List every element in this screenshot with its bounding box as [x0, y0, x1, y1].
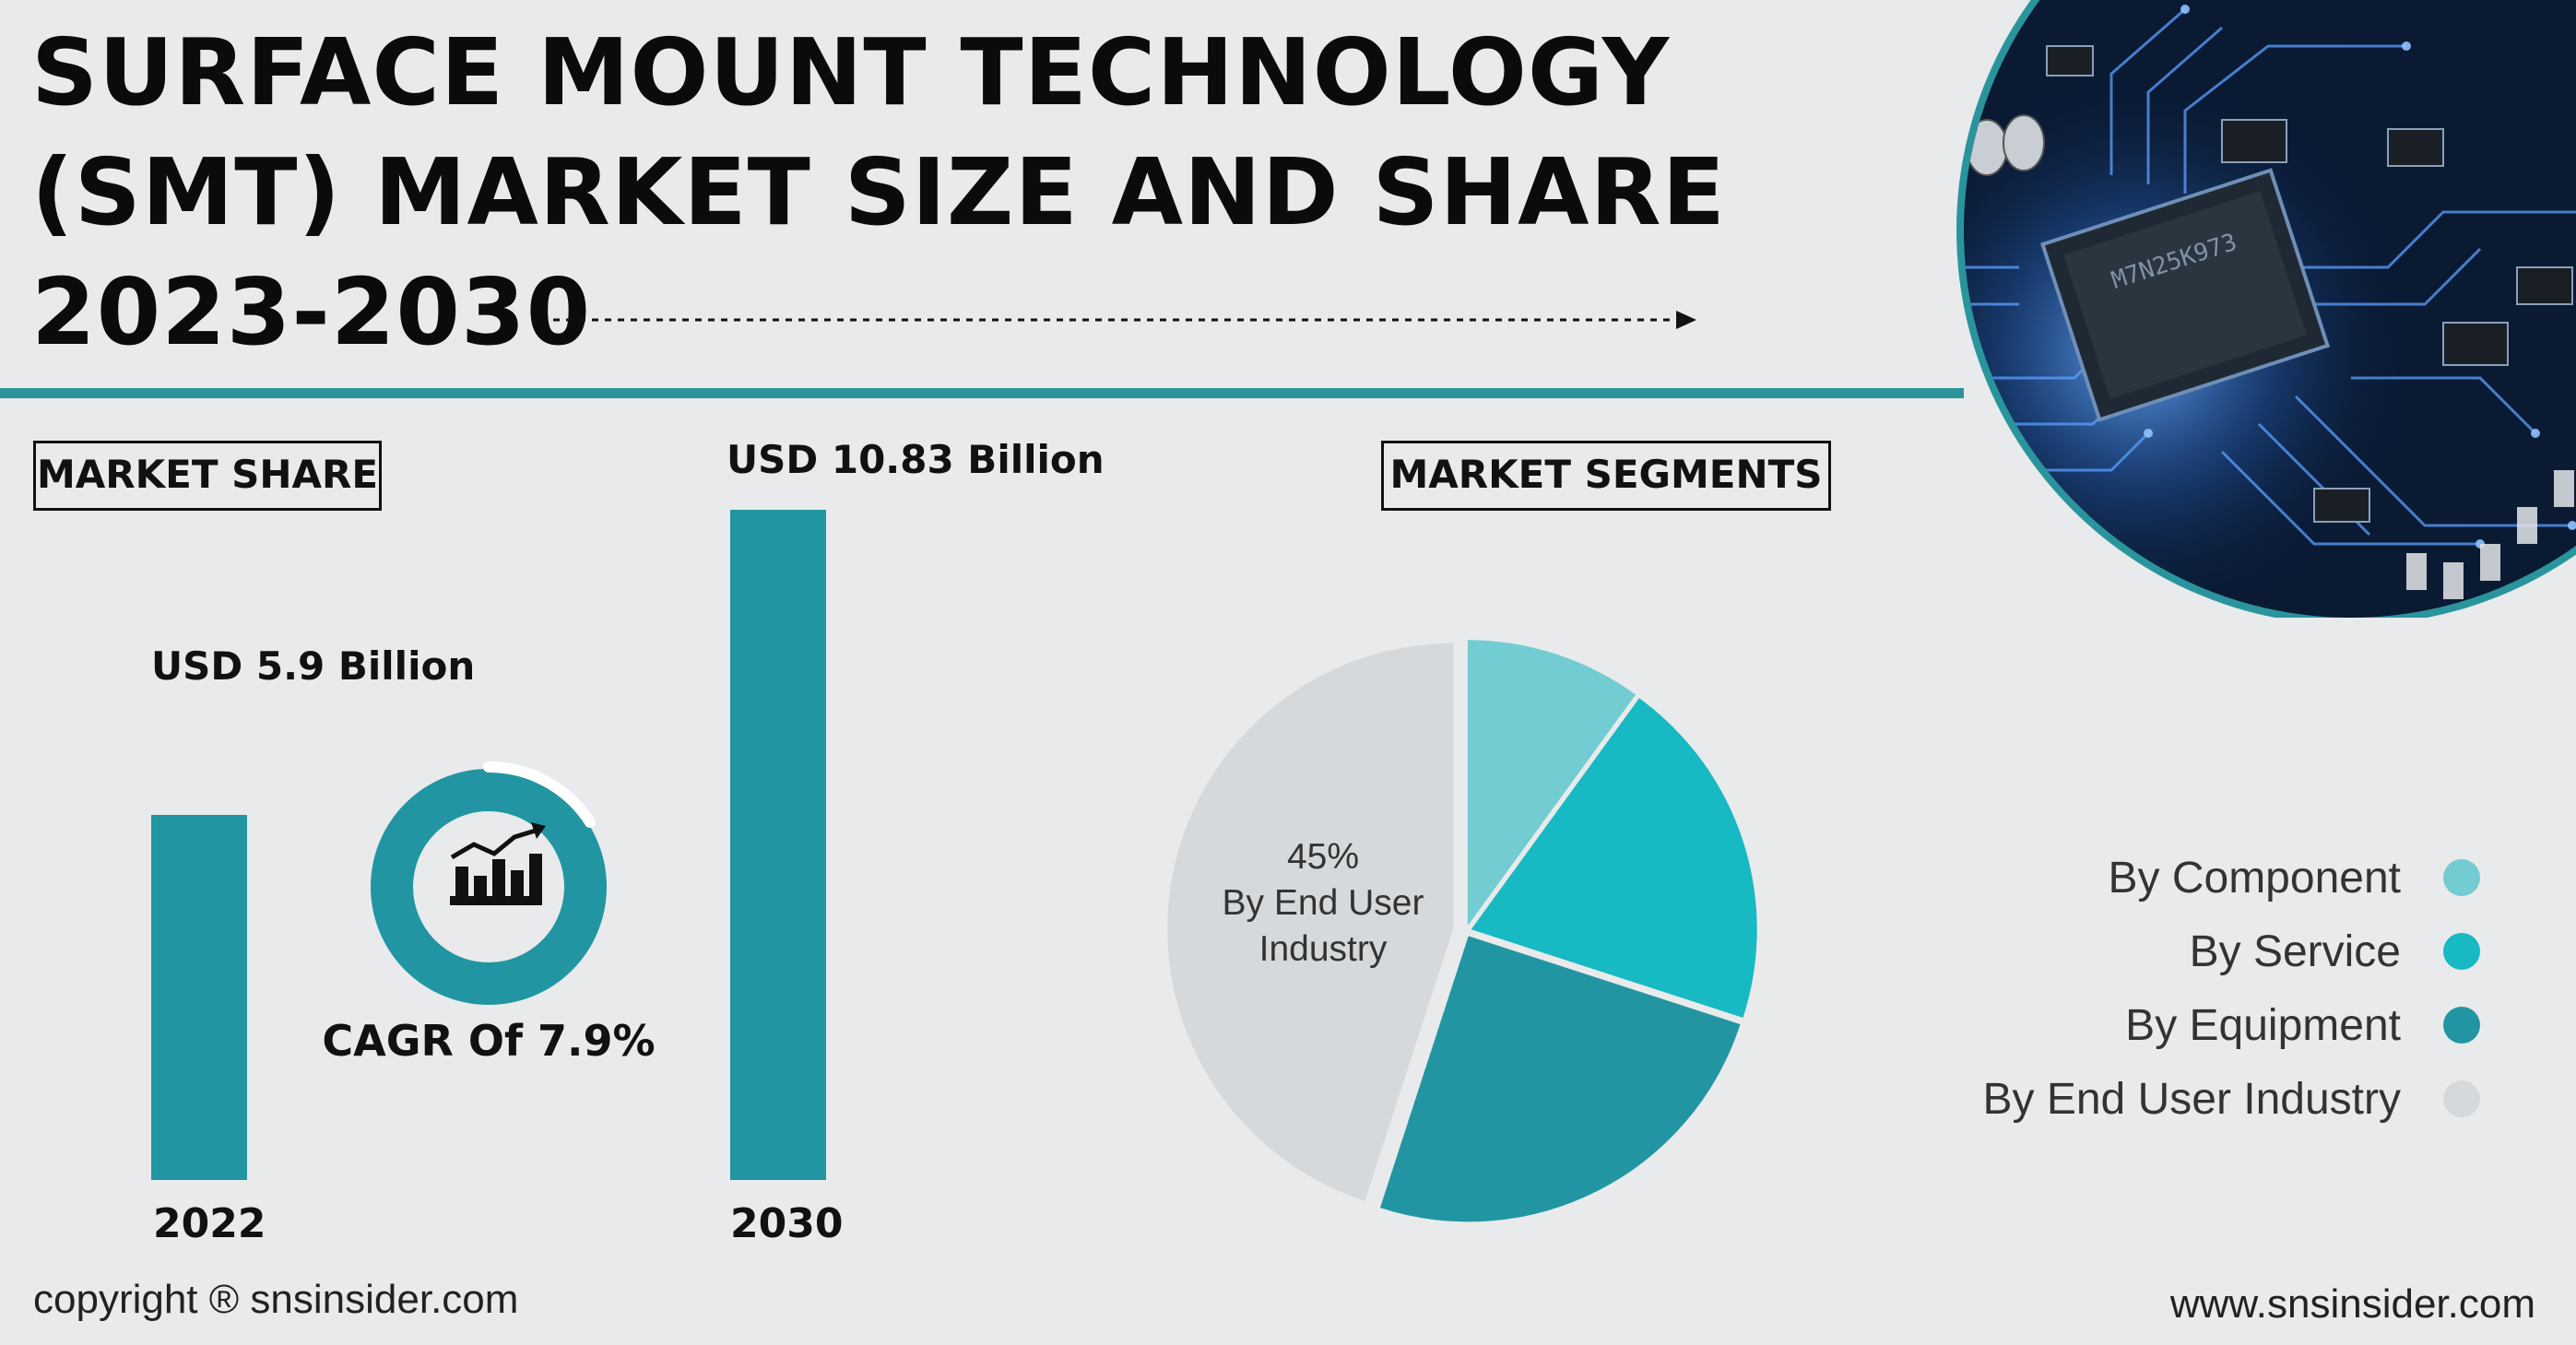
legend-label-service: By Service — [2189, 926, 2401, 976]
legend-swatch-equipment — [2443, 1007, 2480, 1044]
bar-2030-data-label: USD 10.83 Billion — [727, 437, 1105, 482]
title-line-3: 2023-2030 — [31, 258, 592, 366]
page-title: SURFACE MOUNT TECHNOLOGY (SMT) MARKET SI… — [31, 13, 1726, 372]
legend-item-equipment: By Equipment — [1982, 988, 2480, 1062]
segments-pie-chart — [1167, 640, 1757, 1222]
title-line-1: SURFACE MOUNT TECHNOLOGY — [31, 18, 1671, 126]
legend-label-end-user: By End User Industry — [1982, 1074, 2401, 1124]
legend-swatch-component — [2443, 859, 2480, 896]
bar-2030-year-label: 2030 — [730, 1200, 844, 1247]
pie-annotation-percent: 45% — [1286, 837, 1360, 877]
pie-slice-component — [1467, 640, 1637, 926]
pie-slice-service — [1471, 698, 1757, 1018]
legend-item-component: By Component — [1982, 841, 2480, 914]
growth-chart-icon — [450, 822, 546, 905]
bar-2022 — [151, 814, 247, 1180]
header-divider — [0, 388, 1964, 398]
pie-slice-equipment — [1379, 936, 1741, 1222]
pie-slice-end-user — [1167, 643, 1454, 1201]
bar-2022-data-label: USD 5.9 Billion — [151, 643, 476, 689]
cagr-ring — [371, 761, 607, 1005]
segments-legend: By Component By Service By Equipment By … — [1982, 841, 2480, 1136]
website-link[interactable]: www.snsinsider.com — [2169, 1281, 2535, 1327]
cagr-label: CAGR Of 7.9% — [322, 1016, 656, 1066]
circuit-board-image: M7N25K973 — [1956, 0, 2576, 618]
legend-swatch-service — [2443, 933, 2480, 970]
legend-swatch-end-user — [2443, 1080, 2480, 1117]
dotted-arrow-decoration — [553, 311, 1696, 329]
title-line-2: (SMT) MARKET SIZE AND SHARE — [31, 138, 1726, 246]
copyright-text: copyright ® snsinsider.com — [33, 1277, 519, 1322]
legend-item-service: By Service — [1982, 914, 2480, 988]
market-share-heading: MARKET SHARE — [33, 441, 382, 511]
pie-annotation: 45% By End User Industry — [1180, 834, 1466, 973]
pie-annotation-line2: By End User — [1222, 883, 1424, 923]
legend-label-component: By Component — [2108, 853, 2401, 903]
bar-2030 — [730, 510, 826, 1180]
bar-2022-year-label: 2022 — [153, 1200, 266, 1247]
market-segments-heading: MARKET SEGMENTS — [1381, 441, 1831, 511]
pie-annotation-line3: Industry — [1258, 929, 1388, 969]
legend-label-equipment: By Equipment — [2125, 1000, 2401, 1050]
legend-item-end-user: By End User Industry — [1982, 1062, 2480, 1136]
